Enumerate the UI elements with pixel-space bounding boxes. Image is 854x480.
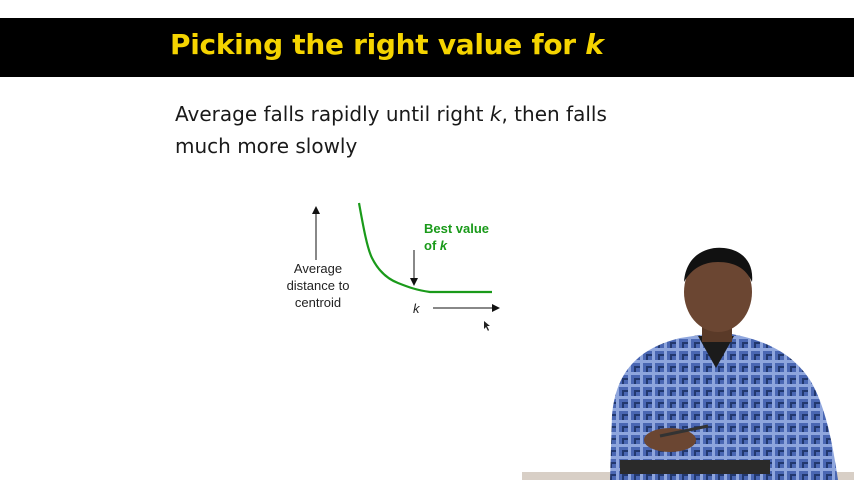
presenter-shirt xyxy=(610,332,838,480)
bullet-line-2: much more slowly xyxy=(175,134,358,158)
presenter-hand xyxy=(644,428,696,452)
best-value-var: k xyxy=(439,238,448,253)
presenter-collar xyxy=(698,336,734,368)
y-axis-label-line-2: distance to xyxy=(286,278,350,293)
presenter-head xyxy=(684,252,752,332)
elbow-diagram xyxy=(312,202,500,331)
bullet-line-1-a: Average falls rapidly until right xyxy=(175,102,490,126)
slide-title-text: Picking the right value for xyxy=(170,28,576,61)
presenter-hair xyxy=(684,247,753,282)
slide-title: Picking the right value for k xyxy=(170,28,604,68)
best-value-line-1: Best value xyxy=(424,221,490,236)
x-axis-label: k xyxy=(413,301,420,316)
best-value-label: Best value of k xyxy=(424,220,489,254)
bullet-line-1-b: , then falls xyxy=(501,102,607,126)
y-axis-label: Average distance to centroid xyxy=(278,260,358,311)
pen-icon xyxy=(659,424,709,438)
elbow-curve xyxy=(357,202,492,294)
slide-title-variable: k xyxy=(585,28,604,61)
best-value-of: of xyxy=(424,238,440,253)
y-axis-label-line-3: centroid xyxy=(294,295,342,310)
laptop xyxy=(620,460,770,474)
bullet-line-1-var: k xyxy=(489,102,502,126)
presenter-figure xyxy=(522,247,854,480)
best-value-line-2: of k xyxy=(424,237,489,254)
mouse-cursor-icon xyxy=(484,321,490,331)
bullet-line-1: Average falls rapidly until right k, the… xyxy=(175,102,607,126)
top-strip xyxy=(0,0,854,18)
y-axis-label-line-1: Average xyxy=(293,261,343,276)
title-bar xyxy=(0,18,854,77)
